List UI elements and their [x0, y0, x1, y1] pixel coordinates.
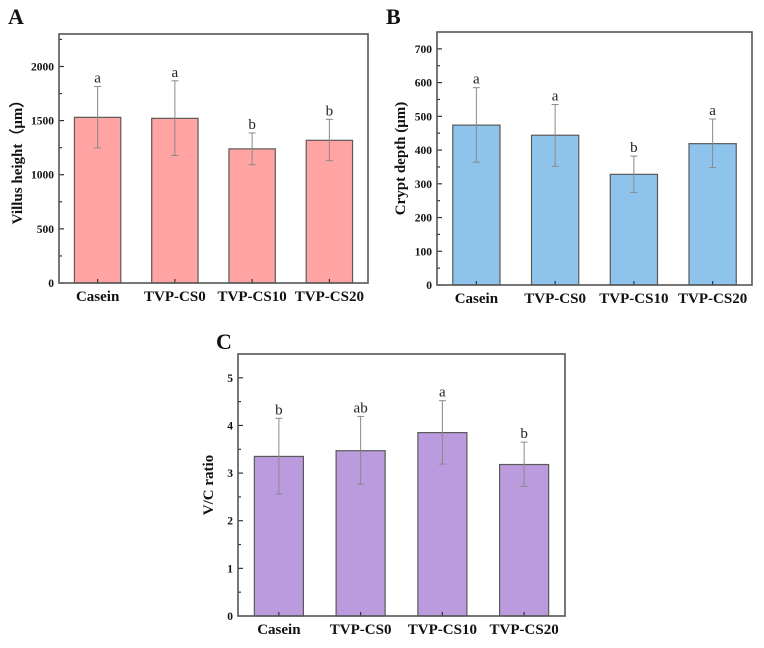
x-tick-label: TVP-CS20	[295, 289, 364, 305]
significance-label: b	[630, 140, 638, 156]
y-tick-label: 4	[227, 420, 233, 432]
significance-label: a	[709, 103, 716, 119]
y-axis-title: Crypt depth (μm)	[393, 102, 409, 216]
significance-label: b	[520, 426, 528, 442]
significance-label: a	[552, 89, 559, 105]
y-tick-label: 3	[227, 468, 233, 480]
y-tick-label: 400	[415, 145, 433, 157]
y-tick-label: 5	[227, 373, 233, 385]
y-tick-label: 1	[227, 563, 233, 575]
y-tick-label: 700	[415, 44, 433, 56]
y-tick-label: 0	[426, 280, 432, 292]
x-tick-label: TVP-CS20	[678, 291, 747, 307]
significance-label: b	[326, 103, 334, 119]
y-tick-label: 100	[415, 246, 433, 258]
y-tick-label: 500	[37, 224, 55, 236]
panel-b: Ba Casein a TVP-CS0 b TVP-CS10 a TVP-CS20 0 100 20…	[386, 4, 753, 307]
significance-label: a	[473, 72, 480, 88]
panel-c: Cb Casein ab TVP-CS0 a TVP-CS10 b TVP-CS20 0 1 2 3 4…	[201, 329, 566, 638]
significance-label: a	[172, 65, 179, 81]
y-tick-label: 1500	[31, 116, 54, 128]
y-tick-label: 0	[227, 611, 233, 623]
bar	[305, 139, 354, 284]
x-tick-label: Casein	[455, 291, 499, 307]
significance-label: b	[275, 402, 283, 418]
panel-letter: C	[216, 329, 232, 354]
significance-label: ab	[354, 400, 368, 416]
x-tick-label: Casein	[76, 289, 120, 305]
panel-letter: A	[8, 4, 24, 29]
bar	[228, 148, 276, 284]
x-tick-label: TVP-CS10	[218, 289, 287, 305]
x-tick-label: Casein	[257, 622, 301, 638]
bar	[499, 463, 550, 617]
x-tick-label: TVP-CS10	[599, 291, 668, 307]
significance-label: a	[439, 385, 446, 401]
y-axis-title: V/C ratio	[201, 455, 217, 515]
y-tick-label: 0	[48, 278, 54, 290]
significance-label: a	[94, 71, 101, 87]
x-tick-label: TVP-CS0	[144, 289, 206, 305]
y-tick-label: 300	[415, 179, 433, 191]
y-tick-label: 600	[415, 78, 433, 90]
plot-frame	[237, 353, 566, 617]
y-tick-label: 1000	[31, 170, 54, 182]
panel-a: Aa Casein a TVP-CS0 b TVP-CS10 b TVP-CS20 0 500 10…	[8, 4, 369, 305]
panel-letter: B	[386, 4, 401, 29]
y-tick-label: 200	[415, 213, 433, 225]
x-tick-label: TVP-CS0	[330, 622, 392, 638]
y-axis-title: Villus height（μm）	[8, 93, 26, 225]
y-tick-label: 2000	[31, 61, 54, 73]
significance-label: b	[248, 117, 256, 133]
y-tick-label: 500	[415, 111, 433, 123]
y-tick-label: 2	[227, 516, 233, 528]
x-tick-label: TVP-CS0	[524, 291, 586, 307]
plot-frame	[58, 33, 369, 284]
plot-frame	[436, 31, 753, 286]
x-tick-label: TVP-CS10	[408, 622, 477, 638]
x-tick-label: TVP-CS20	[490, 622, 559, 638]
